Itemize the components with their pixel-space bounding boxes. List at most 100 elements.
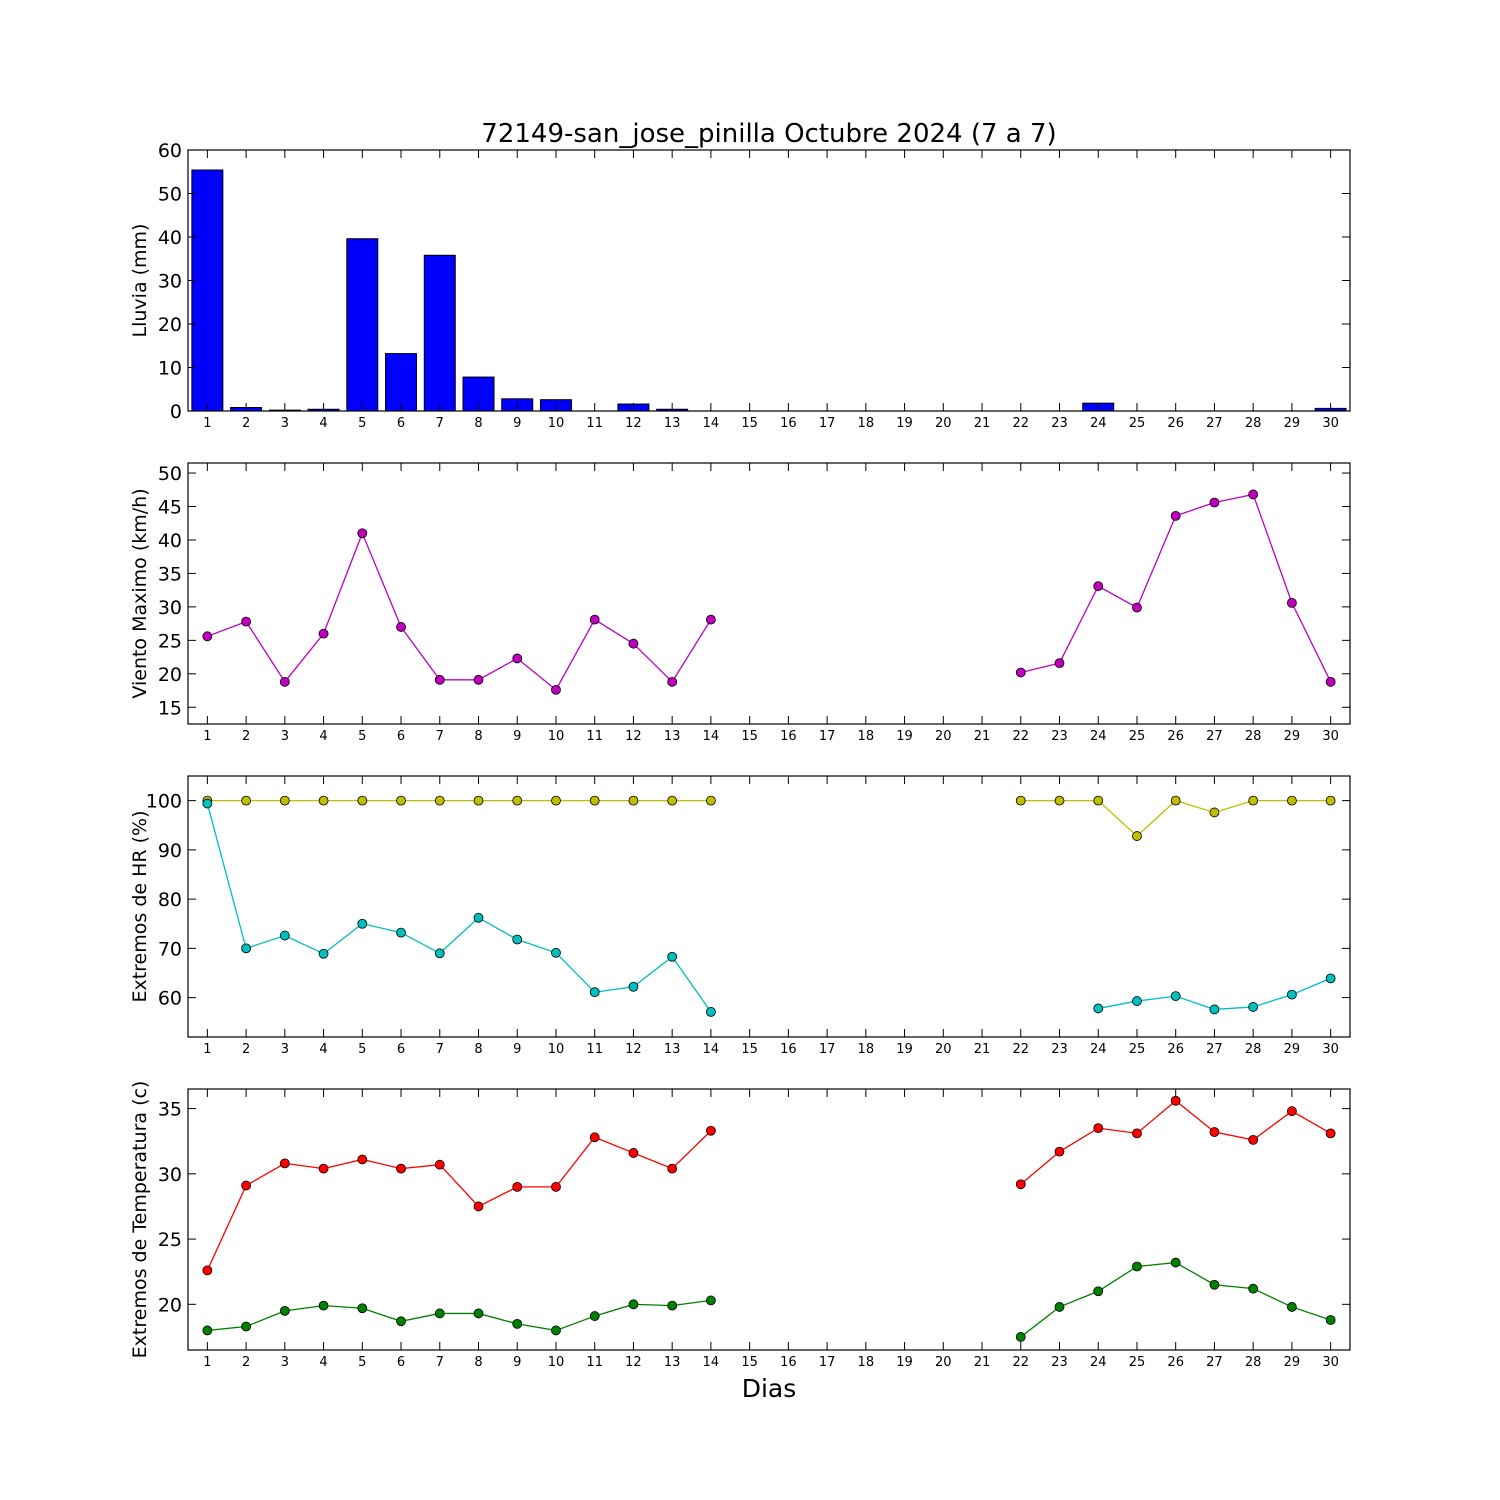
y-tick-label: 25 (158, 1229, 182, 1251)
bar (385, 353, 418, 412)
series-line (207, 1299, 711, 1332)
data-point (473, 674, 484, 685)
data-point (318, 795, 329, 806)
x-tick-label: 19 (896, 1042, 913, 1057)
x-tick-label: 19 (896, 1355, 913, 1370)
data-point (1325, 1315, 1336, 1325)
data-point (589, 795, 600, 806)
x-tick-label: 9 (513, 1042, 521, 1057)
data-point (512, 1319, 523, 1329)
data-point (1015, 667, 1026, 678)
data-point (667, 1163, 678, 1174)
x-tick-label: 19 (896, 729, 913, 744)
x-tick-label: 21 (974, 1042, 991, 1057)
x-tick-label: 12 (625, 729, 642, 744)
y-tick-label: 0 (170, 401, 182, 423)
x-tick-label: 29 (1284, 729, 1301, 744)
x-tick-label: 5 (358, 1355, 366, 1370)
x-tick-label: 15 (741, 416, 758, 431)
y-tick-label: 90 (158, 840, 182, 862)
x-tick-label: 28 (1245, 1042, 1262, 1057)
data-point (1209, 1127, 1220, 1137)
x-tick-label: 2 (242, 729, 250, 744)
x-tick-label: 19 (896, 416, 913, 431)
x-tick-label: 26 (1167, 1042, 1184, 1057)
chart-title: 72149-san_jose_pinilla Octubre 2024 (7 a… (481, 119, 1056, 149)
x-tick-label: 22 (1012, 1042, 1029, 1057)
series-line (1020, 1261, 1331, 1338)
data-point (318, 948, 329, 959)
data-point (706, 1006, 716, 1017)
data-point (241, 1180, 252, 1191)
y-tick-label: 25 (158, 630, 182, 652)
y-tick-label: 40 (158, 227, 182, 249)
x-tick-label: 13 (664, 1355, 681, 1370)
x-tick-label: 6 (397, 1042, 405, 1057)
data-point (1093, 795, 1104, 806)
x-tick-label: 16 (780, 416, 797, 431)
x-tick-label: 24 (1090, 729, 1107, 744)
x-tick-label: 12 (625, 1355, 642, 1370)
data-point (357, 795, 368, 806)
data-point (1093, 1286, 1104, 1297)
data-point (1248, 1002, 1259, 1012)
data-point (512, 1181, 523, 1192)
data-point (1209, 807, 1220, 818)
data-point (279, 1305, 290, 1316)
x-tick-label: 26 (1167, 1355, 1184, 1370)
data-point (667, 676, 678, 687)
x-tick-label: 8 (474, 1042, 482, 1057)
x-tick-label: 9 (513, 729, 521, 744)
x-tick-label: 25 (1129, 1042, 1146, 1057)
axes-frame (187, 1088, 1351, 1351)
bar (346, 238, 379, 412)
x-tick-label: 22 (1012, 729, 1029, 744)
data-point (396, 622, 406, 632)
x-tick-label: 15 (741, 1042, 758, 1057)
x-tick-label: 9 (513, 416, 521, 431)
data-point (396, 1163, 406, 1174)
data-point (551, 1325, 561, 1336)
y-tick-label: 60 (158, 988, 182, 1010)
x-tick-label: 17 (819, 1042, 836, 1057)
data-point (1132, 996, 1142, 1006)
data-point (512, 795, 523, 806)
x-tick-label: 3 (281, 416, 289, 431)
data-point (318, 1163, 329, 1174)
x-tick-label: 15 (741, 729, 758, 744)
data-point (1248, 1134, 1259, 1145)
data-point (241, 1321, 252, 1332)
x-tick-label: 10 (548, 1042, 565, 1057)
x-tick-label: 23 (1051, 1042, 1068, 1057)
data-point (706, 1125, 716, 1136)
x-tick-label: 14 (703, 1355, 720, 1370)
bar (423, 254, 456, 412)
x-tick-label: 10 (548, 416, 565, 431)
data-point (628, 795, 639, 806)
x-tick-label: 16 (780, 1355, 797, 1370)
data-point (1132, 831, 1142, 841)
data-point (202, 1325, 213, 1336)
x-tick-label: 29 (1284, 416, 1301, 431)
x-tick-label: 11 (586, 416, 603, 431)
x-tick-label: 27 (1206, 1355, 1223, 1370)
x-tick-label: 4 (319, 1355, 327, 1370)
data-point (1093, 1003, 1104, 1014)
data-point (279, 795, 290, 806)
data-point (706, 1295, 716, 1306)
x-axis-label: Dias (742, 1374, 797, 1403)
data-point (279, 1158, 290, 1169)
data-point (357, 1303, 368, 1314)
x-tick-label: 24 (1090, 1355, 1107, 1370)
y-axis-label: Lluvia (mm) (129, 224, 151, 338)
x-tick-label: 5 (358, 1042, 366, 1057)
data-point (628, 1299, 639, 1310)
data-point (551, 684, 561, 695)
x-tick-label: 14 (703, 1042, 720, 1057)
x-tick-label: 18 (858, 1042, 875, 1057)
y-tick-label: 15 (158, 697, 182, 719)
data-point (241, 795, 252, 806)
x-tick-label: 22 (1012, 416, 1029, 431)
